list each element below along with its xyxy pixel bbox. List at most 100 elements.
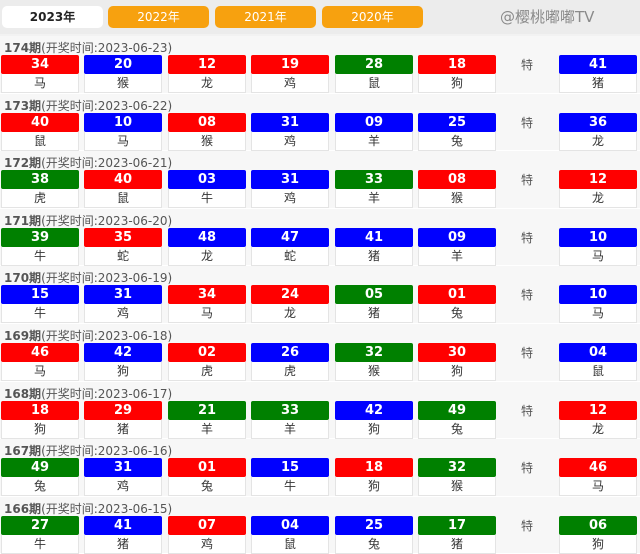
issue-number: 167期	[4, 444, 42, 459]
zodiac-label: 虎	[1, 189, 79, 209]
special-label: 特	[521, 461, 534, 476]
zodiac-label: 牛	[251, 477, 329, 497]
tab-2020[interactable]: 2020年	[322, 6, 423, 28]
special-number-cell: 04 鼠	[559, 342, 637, 381]
zodiac-label: 狗	[559, 534, 637, 554]
issue-number: 171期	[4, 213, 42, 228]
number-cell: 19 鸡	[251, 55, 329, 93]
zodiac-label: 马	[168, 304, 246, 324]
draw-header: 166期(开奖时间:2023-06-15)	[4, 500, 172, 517]
ball-number: 04	[251, 515, 329, 535]
number-cell: 42 狗	[335, 400, 413, 439]
number-cell: 25 兔	[335, 515, 413, 554]
ball-number: 15	[251, 458, 329, 478]
number-cell: 29 猪	[84, 400, 162, 439]
number-cell: 39 牛	[1, 227, 79, 266]
zodiac-label: 鼠	[559, 361, 637, 381]
special-number-cell: 46 马	[559, 458, 637, 497]
zodiac-label: 牛	[1, 534, 79, 554]
watermark: @樱桃嘟嘟TV	[500, 8, 595, 26]
zodiac-label: 猪	[335, 304, 413, 324]
draw-header: 173期(开奖时间:2023-06-22)	[4, 97, 172, 114]
draw-header: 169期(开奖时间:2023-06-18)	[4, 327, 172, 344]
zodiac-label: 马	[559, 246, 637, 266]
ball-number: 03	[168, 170, 246, 190]
zodiac-label: 龙	[559, 189, 637, 209]
zodiac-label: 兔	[418, 131, 496, 151]
draw-time: (开奖时间:2023-06-23)	[41, 41, 173, 55]
tab-2021[interactable]: 2021年	[215, 6, 316, 28]
ball-number: 35	[84, 227, 162, 247]
zodiac-label: 鼠	[1, 131, 79, 151]
zodiac-label: 龙	[168, 74, 246, 93]
ball-number: 33	[335, 170, 413, 190]
ball-number: 19	[251, 55, 329, 74]
number-cell: 01 兔	[418, 285, 496, 324]
special-label: 特	[521, 518, 534, 533]
number-cell: 34 马	[168, 285, 246, 324]
zodiac-label: 兔	[418, 419, 496, 439]
zodiac-label: 马	[84, 131, 162, 151]
number-cell: 41 猪	[335, 227, 413, 266]
special-label: 特	[521, 115, 534, 130]
zodiac-label: 兔	[1, 477, 79, 497]
special-label: 特	[521, 403, 534, 418]
zodiac-label: 猪	[335, 246, 413, 266]
number-cell: 38 虎	[1, 170, 79, 209]
ball-number: 07	[168, 515, 246, 535]
draw-time: (开奖时间:2023-06-22)	[41, 98, 173, 113]
ball-number: 49	[418, 400, 496, 420]
zodiac-label: 羊	[168, 419, 246, 439]
number-cell: 24 龙	[251, 285, 329, 324]
ball-number: 09	[418, 227, 496, 247]
zodiac-label: 狗	[335, 477, 413, 497]
ball-number: 34	[1, 55, 79, 74]
zodiac-label: 龙	[559, 131, 637, 151]
ball-number: 30	[418, 342, 496, 362]
ball-number: 28	[335, 55, 413, 74]
ball-number: 36	[559, 112, 637, 132]
ball-number: 02	[168, 342, 246, 362]
draw-header: 172期(开奖时间:2023-06-21)	[4, 154, 172, 171]
special-number-cell: 06 狗	[559, 515, 637, 554]
number-cell: 09 羊	[335, 112, 413, 151]
tab-2023[interactable]: 2023年	[2, 6, 103, 28]
zodiac-label: 蛇	[251, 246, 329, 266]
number-cell: 49 兔	[1, 458, 79, 497]
zodiac-label: 狗	[335, 419, 413, 439]
ball-number: 05	[335, 285, 413, 305]
zodiac-label: 鸡	[251, 131, 329, 151]
ball-number: 04	[559, 342, 637, 362]
zodiac-label: 狗	[418, 74, 496, 93]
number-cell: 07 鸡	[168, 515, 246, 554]
draw-row: 172期(开奖时间:2023-06-21) 38 虎 40 鼠 03 牛 31 鸡 33 羊 08 猴特…	[0, 151, 640, 209]
zodiac-label: 虎	[168, 361, 246, 381]
number-cell: 48 龙	[168, 227, 246, 266]
zodiac-label: 猴	[84, 74, 162, 93]
zodiac-label: 羊	[335, 131, 413, 151]
ball-number: 26	[251, 342, 329, 362]
number-cell: 31 鸡	[251, 170, 329, 209]
ball-number: 27	[1, 515, 79, 535]
ball-number: 17	[418, 515, 496, 535]
zodiac-label: 羊	[335, 189, 413, 209]
zodiac-label: 猪	[84, 419, 162, 439]
zodiac-label: 马	[559, 304, 637, 324]
number-cell: 41 猪	[84, 515, 162, 554]
ball-number: 09	[335, 112, 413, 132]
ball-number: 41	[335, 227, 413, 247]
year-tabs: 2023年 2022年 2021年 2020年	[0, 0, 640, 34]
special-label: 特	[521, 230, 534, 245]
zodiac-label: 猴	[168, 131, 246, 151]
ball-number: 25	[418, 112, 496, 132]
tab-2022[interactable]: 2022年	[108, 6, 209, 28]
number-cell: 08 猴	[418, 170, 496, 209]
draw-header: 171期(开奖时间:2023-06-20)	[4, 212, 172, 229]
draw-header: 174期(开奖时间:2023-06-23)	[4, 39, 172, 56]
zodiac-label: 鸡	[84, 477, 162, 497]
zodiac-label: 龙	[559, 419, 637, 439]
number-cell: 49 兔	[418, 400, 496, 439]
ball-number: 15	[1, 285, 79, 305]
zodiac-label: 鸡	[84, 304, 162, 324]
issue-number: 174期	[4, 41, 42, 55]
